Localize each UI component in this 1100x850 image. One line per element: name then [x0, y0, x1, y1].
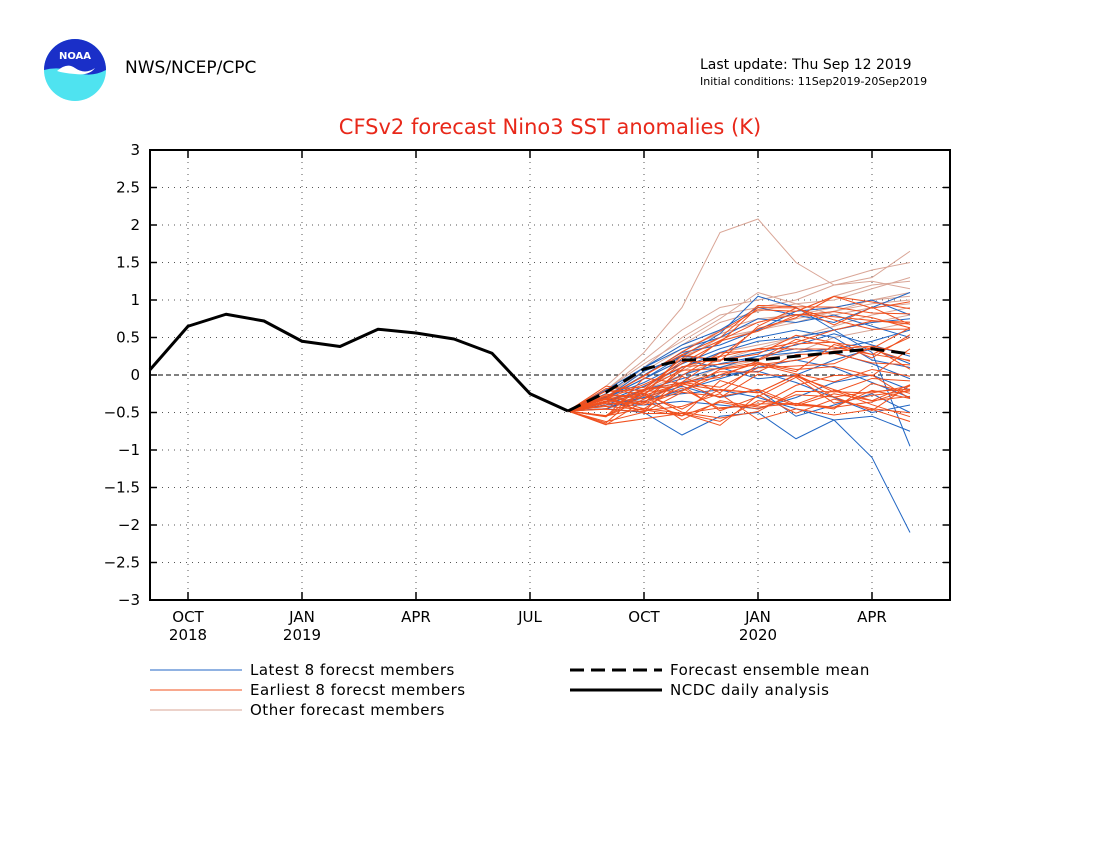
chart-title: CFSv2 forecast Nino3 SST anomalies (K) — [338, 115, 762, 139]
earliest-member-line — [567, 388, 911, 423]
y-tick-label: 2.5 — [116, 179, 140, 197]
y-tick-label: −2.5 — [104, 554, 140, 572]
earliest-member-line — [567, 295, 911, 412]
y-tick-label: −1 — [118, 441, 140, 459]
earliest-member-line — [567, 307, 911, 412]
legend-label-mean: Forecast ensemble mean — [670, 661, 870, 679]
x-tick-label: APR — [401, 608, 431, 626]
earliest-member-line — [567, 306, 911, 412]
plot-frame — [149, 149, 951, 601]
legend-layer: Latest 8 forecst members Earliest 8 forec… — [150, 661, 870, 719]
earliest-member-line — [567, 382, 911, 412]
lines-layer — [148, 312, 911, 413]
axes-layer: 32.521.510.50−0.5−1−1.5−2−2.5−3OCT2018JA… — [104, 141, 951, 644]
y-tick-label: −1.5 — [104, 479, 140, 497]
x-tick-year-label: 2019 — [283, 626, 321, 644]
y-tick-label: 0.5 — [116, 329, 140, 347]
x-tick-year-label: 2020 — [739, 626, 777, 644]
other-member-line — [567, 218, 911, 412]
x-tick-label: JAN — [744, 608, 771, 626]
agency-label: NWS/NCEP/CPC — [125, 58, 257, 78]
y-tick-label: 1.5 — [116, 254, 140, 272]
ensemble-mean-line — [567, 347, 911, 413]
earliest-member-line — [567, 320, 911, 412]
earliest-member-line — [567, 295, 911, 412]
earliest-member-line — [567, 311, 911, 412]
y-tick-label: −0.5 — [104, 404, 140, 422]
latest-member-line — [567, 329, 911, 412]
other-member-line — [567, 262, 911, 412]
noaa-logo-text: NOAA — [59, 51, 91, 62]
grid-layer — [150, 150, 950, 600]
x-tick-label: JAN — [288, 608, 315, 626]
earliest-member-line — [567, 327, 911, 412]
earliest-member-line — [567, 384, 911, 426]
x-tick-year-label: 2018 — [169, 626, 207, 644]
earliest-member-line — [567, 388, 911, 425]
legend-label-other: Other forecast members — [250, 701, 445, 719]
y-tick-label: −3 — [118, 591, 140, 609]
earliest-member-line — [567, 345, 911, 412]
legend-label-analysis: NCDC daily analysis — [670, 681, 829, 699]
earliest-member-line — [567, 348, 911, 412]
x-tick-label: OCT — [172, 608, 204, 626]
y-tick-label: 3 — [130, 141, 140, 159]
y-tick-label: −2 — [118, 516, 140, 534]
earliest-member-line — [567, 314, 911, 412]
earliest-member-line — [567, 373, 911, 412]
x-tick-label: JUL — [517, 608, 542, 626]
members-layer — [567, 218, 911, 533]
initial-conditions-text: Initial conditions: 11Sep2019-20Sep2019 — [700, 75, 928, 88]
other-member-line — [567, 280, 911, 412]
earliest-member-line — [567, 389, 911, 421]
last-update-text: Last update: Thu Sep 12 2019 — [700, 57, 912, 73]
y-tick-label: 0 — [130, 366, 140, 384]
analysis-line — [148, 312, 569, 413]
noaa-logo: NOAA — [44, 39, 106, 101]
legend-label-earliest: Earliest 8 forecst members — [250, 681, 466, 699]
y-tick-label: 2 — [130, 216, 140, 234]
latest-member-line — [567, 333, 911, 412]
x-tick-label: APR — [857, 608, 887, 626]
other-member-line — [567, 291, 911, 412]
legend-label-latest: Latest 8 forecst members — [250, 661, 455, 679]
x-tick-label: OCT — [628, 608, 660, 626]
latest-member-line — [567, 318, 911, 412]
y-tick-label: 1 — [130, 291, 140, 309]
